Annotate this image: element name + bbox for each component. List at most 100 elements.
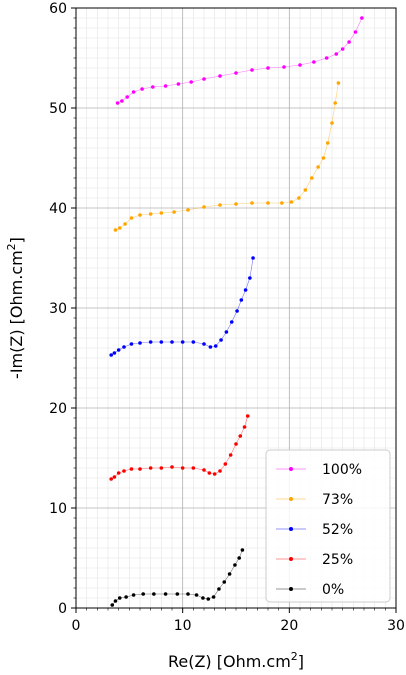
x-axis-label: Re(Z) [Ohm.cm2] xyxy=(168,650,304,671)
data-point xyxy=(228,453,233,457)
data-point xyxy=(129,216,134,220)
data-point xyxy=(109,477,113,481)
x-tick-label: 0 xyxy=(72,618,81,634)
data-point xyxy=(170,465,174,469)
data-point xyxy=(233,563,237,567)
data-point xyxy=(191,466,196,470)
y-tick-label: 30 xyxy=(49,301,67,317)
data-point xyxy=(159,340,164,344)
data-point xyxy=(218,74,222,78)
legend: 100% 73% 52% 25% 0% xyxy=(265,449,391,603)
data-point xyxy=(117,226,122,230)
data-point xyxy=(113,228,118,232)
data-point xyxy=(218,203,222,207)
y-tick-label: 10 xyxy=(49,501,67,517)
data-point xyxy=(242,425,247,429)
data-point xyxy=(206,597,211,601)
data-point xyxy=(237,556,241,560)
data-point xyxy=(112,475,117,479)
data-point xyxy=(316,165,320,169)
data-point xyxy=(289,200,294,204)
legend-box xyxy=(265,449,391,603)
data-point xyxy=(122,469,126,473)
legend-item: 73% xyxy=(276,492,353,508)
data-point xyxy=(129,467,134,471)
y-tick-label: 60 xyxy=(49,1,67,17)
legend-marker xyxy=(289,557,293,561)
x-tick-label: 20 xyxy=(280,618,298,634)
legend-item: 100% xyxy=(276,462,362,478)
legend-label: 73% xyxy=(322,492,353,508)
data-point xyxy=(312,60,316,64)
data-point xyxy=(235,309,239,313)
data-point xyxy=(110,603,115,607)
data-point xyxy=(138,341,142,345)
data-point xyxy=(202,77,206,81)
data-point xyxy=(125,95,129,99)
data-point xyxy=(223,462,228,466)
legend-item: 52% xyxy=(276,522,353,538)
data-point xyxy=(116,471,121,475)
data-point xyxy=(321,156,326,160)
data-point xyxy=(141,592,145,596)
data-point xyxy=(207,471,212,475)
data-point xyxy=(222,580,227,584)
data-point xyxy=(280,201,284,205)
data-point xyxy=(170,340,174,344)
legend-marker xyxy=(289,467,293,471)
data-point xyxy=(113,599,118,603)
data-point xyxy=(211,595,216,599)
data-point xyxy=(243,288,248,292)
data-point xyxy=(202,342,206,346)
data-point xyxy=(112,351,117,355)
data-point xyxy=(347,40,351,44)
data-point xyxy=(189,80,193,84)
x-tick-label: 30 xyxy=(387,618,405,634)
data-point xyxy=(227,572,232,576)
data-point xyxy=(297,196,301,200)
data-point xyxy=(212,472,217,476)
data-point xyxy=(340,47,345,51)
legend-marker xyxy=(289,527,293,531)
data-point xyxy=(202,205,206,209)
data-point xyxy=(109,353,113,357)
data-point xyxy=(330,121,334,125)
legend-marker xyxy=(289,497,293,501)
legend-label: 25% xyxy=(322,552,353,568)
data-point xyxy=(266,201,270,205)
legend-marker xyxy=(289,587,293,591)
data-point xyxy=(180,340,185,344)
data-point xyxy=(180,466,185,470)
data-point xyxy=(298,63,302,67)
x-tick-label: 10 xyxy=(174,618,192,634)
data-point xyxy=(240,548,245,552)
legend-item: 25% xyxy=(276,552,353,568)
data-point xyxy=(239,298,244,302)
data-point xyxy=(148,212,153,216)
series-line xyxy=(111,257,254,356)
data-point xyxy=(324,56,329,60)
data-point xyxy=(360,16,364,20)
legend-label: 100% xyxy=(322,462,362,478)
data-point xyxy=(117,596,122,600)
y-axis-label: -Im(Z) [Ohm.cm2] xyxy=(5,237,26,379)
data-point xyxy=(219,338,223,342)
legend-label: 52% xyxy=(322,522,353,538)
data-point xyxy=(116,348,121,352)
series-3 xyxy=(109,414,250,481)
data-point xyxy=(176,82,181,86)
y-tick-label: 0 xyxy=(58,601,67,617)
data-point xyxy=(159,466,164,470)
data-point xyxy=(224,330,229,334)
tick-layer: 0 10 20 30 0 10 20 30 40 50 60 xyxy=(49,1,405,634)
y-tick-label: 50 xyxy=(49,101,67,117)
data-point xyxy=(123,222,127,226)
y-tick-label: 20 xyxy=(49,401,67,417)
series-4 xyxy=(110,548,245,607)
data-point xyxy=(282,65,286,69)
data-point xyxy=(217,587,221,591)
data-point xyxy=(309,176,314,180)
data-point xyxy=(163,84,168,88)
data-point xyxy=(234,71,238,75)
